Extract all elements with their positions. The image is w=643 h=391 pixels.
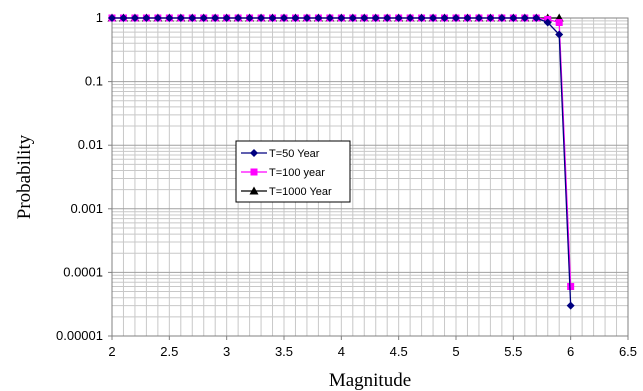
- data-point: [257, 14, 266, 22]
- data-point: [199, 14, 208, 22]
- x-tick-label: 4.5: [390, 344, 408, 359]
- data-point: [417, 14, 426, 22]
- data-point: [440, 14, 449, 22]
- legend-marker: [250, 168, 258, 176]
- plot-area-border: [111, 17, 629, 337]
- legend-item: T=1000 Year: [241, 186, 332, 198]
- data-point: [532, 14, 541, 22]
- data-point: [130, 14, 139, 22]
- data-point: [245, 14, 254, 22]
- legend-label: T=100 year: [269, 167, 325, 179]
- data-point: [394, 14, 403, 22]
- data-point: [176, 14, 185, 22]
- data-point: [108, 14, 116, 22]
- y-tick-label: 0.01: [78, 137, 103, 152]
- data-point: [486, 14, 495, 22]
- y-tick-label: 0.001: [70, 201, 103, 216]
- data-point: [371, 14, 380, 22]
- data-point: [234, 14, 243, 22]
- data-point: [348, 14, 357, 22]
- data-point: [325, 14, 334, 22]
- y-axis-ticks: 0.00001 0.0001 0.001 0.01 0.1 1: [56, 10, 112, 343]
- data-point: [142, 14, 151, 22]
- legend-item: T=100 year: [241, 167, 325, 179]
- data-point: [463, 14, 472, 22]
- data-point: [406, 14, 415, 22]
- data-point: [383, 14, 392, 22]
- data-point: [153, 14, 162, 22]
- series-group: [107, 13, 575, 310]
- x-tick-label: 6: [567, 344, 574, 359]
- y-tick-label: 0.1: [85, 74, 103, 89]
- data-point: [280, 14, 288, 22]
- y-tick-label: 1: [96, 10, 103, 25]
- legend-label: T=1000 Year: [269, 186, 332, 198]
- data-point: [497, 14, 506, 22]
- legend-label: T=50 Year: [269, 148, 320, 160]
- grid-lines: [112, 18, 628, 336]
- data-point: [360, 14, 369, 22]
- data-point: [337, 14, 346, 22]
- data-point: [314, 14, 323, 22]
- data-point: [474, 14, 483, 22]
- x-tick-label: 5: [452, 344, 459, 359]
- x-axis-title: Magnitude: [329, 370, 411, 391]
- data-point: [566, 301, 575, 310]
- x-tick-label: 2.5: [160, 344, 178, 359]
- data-point: [165, 14, 174, 22]
- y-tick-label: 0.00001: [56, 328, 103, 343]
- y-tick-label: 0.0001: [63, 264, 103, 279]
- legend-marker: [250, 149, 258, 157]
- data-point: [429, 14, 438, 22]
- data-point: [567, 283, 575, 291]
- data-point: [211, 14, 220, 22]
- x-tick-label: 5.5: [504, 344, 522, 359]
- data-point: [520, 14, 529, 22]
- x-tick-label: 3.5: [275, 344, 293, 359]
- x-tick-label: 2: [108, 344, 115, 359]
- data-point: [119, 14, 128, 22]
- x-tick-label: 3: [223, 344, 230, 359]
- x-tick-label: 4: [338, 344, 345, 359]
- data-point: [452, 14, 460, 22]
- legend-marker: [249, 186, 259, 195]
- legend-item: T=50 Year: [241, 148, 320, 160]
- y-axis-title: Probability: [14, 134, 35, 219]
- x-axis-ticks: 2 2.5 3 3.5 4 4.5 5 5.5 6 6.5: [108, 336, 637, 359]
- data-point: [555, 18, 563, 26]
- data-point: [268, 14, 277, 22]
- data-point: [291, 14, 300, 22]
- legend: T=50 Year T=100 year T=1000 Year: [235, 140, 351, 203]
- x-tick-label: 6.5: [619, 344, 637, 359]
- data-point: [302, 14, 311, 22]
- data-point: [222, 14, 231, 22]
- data-point: [509, 14, 518, 22]
- data-point: [555, 30, 564, 39]
- data-point: [543, 18, 552, 27]
- series-t-50-year: [108, 14, 575, 310]
- data-point: [188, 14, 197, 22]
